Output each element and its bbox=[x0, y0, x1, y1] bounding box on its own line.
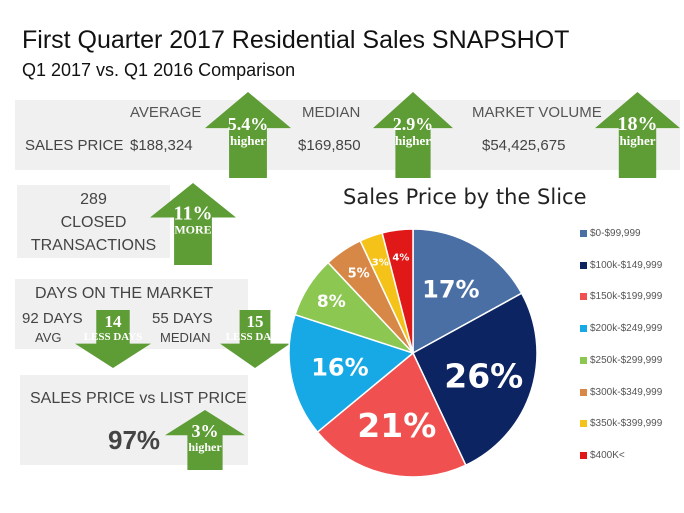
legend-swatch bbox=[580, 230, 587, 237]
pie-slice-label: 5% bbox=[348, 267, 370, 282]
pie-slice bbox=[288, 313, 415, 434]
arrow-change-word: LESS DAYS bbox=[226, 331, 285, 343]
arrow-change-word: LESS DAYS bbox=[84, 331, 143, 343]
legend-label: $250k-$299,999 bbox=[590, 354, 663, 366]
legend-swatch bbox=[580, 325, 587, 333]
dom-median-value: 55 DAYS bbox=[152, 310, 213, 327]
median-label: MEDIAN bbox=[302, 104, 361, 121]
arrow-change-value: 18% bbox=[618, 113, 658, 135]
dom-avg-value: 92 DAYS bbox=[22, 310, 83, 327]
arrow-change-value: 15 bbox=[247, 312, 264, 331]
legend-swatch bbox=[580, 261, 587, 269]
sales-price-label: SALES PRICE bbox=[25, 137, 124, 154]
arrow-change-value: 5.4% bbox=[228, 114, 269, 134]
pie-slice-label: 17% bbox=[422, 275, 479, 303]
average-value: $188,324 bbox=[130, 137, 193, 154]
median-up-arrow-icon bbox=[373, 92, 453, 178]
arrow-change-value: 14 bbox=[105, 312, 123, 331]
closed-label: CLOSED bbox=[60, 214, 127, 231]
legend-item: $200k-$249,999 bbox=[580, 323, 662, 334]
legend-item: $150k-$199,999 bbox=[580, 291, 662, 302]
closed-up-arrow-icon bbox=[150, 183, 236, 265]
page-title: First Quarter 2017 Residential Sales SNA… bbox=[22, 26, 570, 54]
chart-title: Sales Price by the Slice bbox=[343, 185, 587, 209]
arrow-change-value: 2.9% bbox=[393, 114, 434, 134]
arrow-change-value: 11% bbox=[174, 202, 213, 224]
pie-slice bbox=[412, 292, 538, 467]
arrow-change-word: higher bbox=[188, 440, 222, 454]
legend-swatch bbox=[580, 293, 587, 301]
page-subtitle: Q1 2017 vs. Q1 2016 Comparison bbox=[22, 60, 296, 80]
transactions-label: TRANSACTIONS bbox=[30, 237, 157, 254]
volume-up-arrow-icon bbox=[595, 92, 680, 178]
dom-title: DAYS ON THE MARKET bbox=[35, 285, 214, 302]
legend-swatch bbox=[580, 420, 587, 428]
legend-label: $100k-$149,999 bbox=[590, 259, 663, 271]
arrow-change-value: 3% bbox=[192, 421, 219, 441]
legend-swatch bbox=[580, 451, 587, 459]
pie-slice-label: 26% bbox=[444, 357, 523, 396]
legend-item: $250k-$299,999 bbox=[580, 355, 662, 366]
arrow-change-word: MORE bbox=[174, 222, 211, 236]
sales-vs-list-value: 97% bbox=[108, 425, 161, 455]
market-volume-label: MARKET VOLUME bbox=[472, 104, 602, 121]
legend-item: $300k-$349,999 bbox=[580, 387, 662, 398]
closed-count: 289 bbox=[80, 191, 107, 208]
dom-avg-down-arrow-icon bbox=[75, 310, 151, 368]
pie-slice-label: 3% bbox=[372, 257, 389, 268]
dom-median-label: MEDIAN bbox=[160, 330, 211, 345]
pie-slice bbox=[381, 228, 414, 354]
market-volume-value: $54,425,675 bbox=[482, 137, 566, 154]
legend-label: $400K< bbox=[590, 449, 625, 461]
days-on-market-panel bbox=[15, 279, 248, 349]
legend-label: $350k-$399,999 bbox=[590, 418, 663, 430]
pie-slice-label: 16% bbox=[311, 353, 368, 381]
legend-item: $400K< bbox=[580, 450, 625, 461]
legend-label: $150k-$199,999 bbox=[590, 291, 663, 303]
pie-slice-label: 4% bbox=[392, 253, 409, 264]
legend-swatch bbox=[580, 388, 587, 396]
dom-avg-label: AVG bbox=[35, 330, 62, 345]
arrow-change-word: higher bbox=[395, 133, 431, 148]
pie-slice bbox=[412, 228, 523, 355]
closed-transactions-panel bbox=[17, 185, 170, 258]
legend-label: $200k-$249,999 bbox=[590, 323, 663, 335]
arrow-change-word: higher bbox=[619, 133, 655, 148]
legend-label: $300k-$349,999 bbox=[590, 386, 663, 398]
sales-price-panel bbox=[15, 100, 680, 170]
sales-vs-list-title: SALES PRICE vs LIST PRICE bbox=[30, 390, 247, 407]
dom-median-down-arrow-icon bbox=[220, 310, 290, 368]
legend-item: $350k-$399,999 bbox=[580, 418, 662, 429]
arrow-change-word: higher bbox=[230, 133, 266, 148]
legend-item: $100k-$149,999 bbox=[580, 260, 662, 271]
average-label: AVERAGE bbox=[130, 104, 202, 121]
pie-slice-label: 8% bbox=[317, 292, 346, 312]
median-value: $169,850 bbox=[298, 137, 361, 154]
pie-slice bbox=[316, 351, 467, 478]
legend-item: $0-$99,999 bbox=[580, 228, 641, 239]
list-up-arrow-icon bbox=[165, 410, 245, 470]
legend-label: $0-$99,999 bbox=[590, 228, 641, 239]
pie-slice-label: 21% bbox=[357, 406, 436, 445]
closed-transactions-text: 289 CLOSED TRANSACTIONS bbox=[17, 188, 170, 257]
average-up-arrow-icon bbox=[205, 92, 291, 178]
legend-swatch bbox=[580, 356, 587, 364]
